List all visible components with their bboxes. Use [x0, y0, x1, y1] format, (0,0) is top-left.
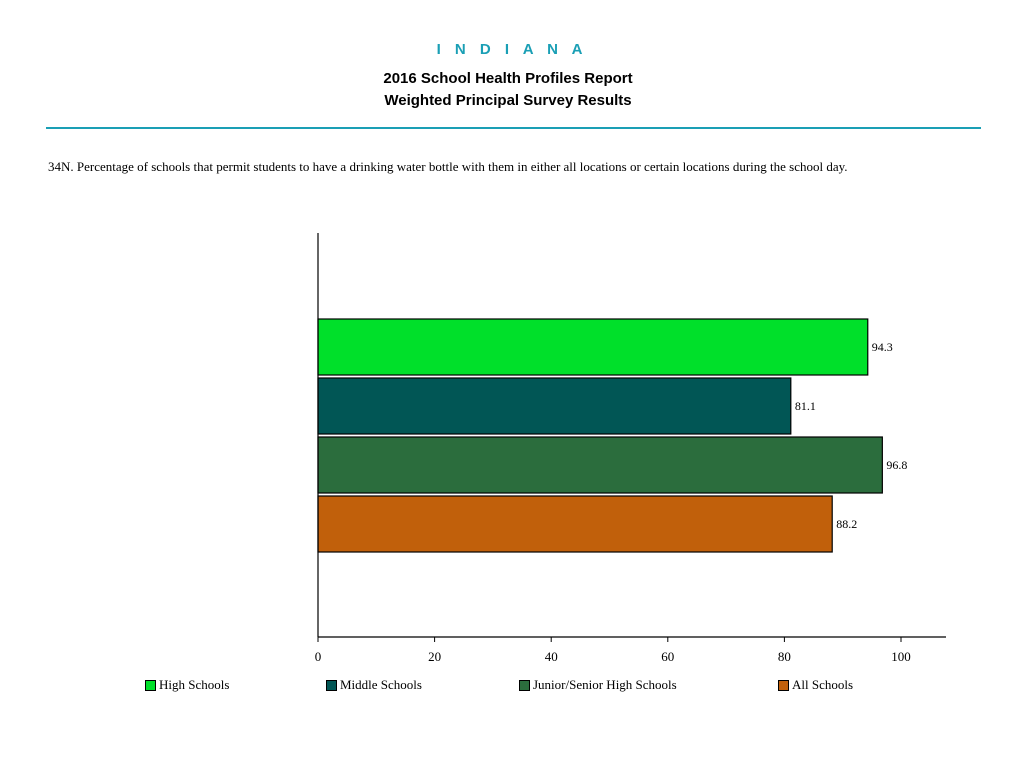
state-name: I N D I A N A — [436, 41, 588, 58]
legend-swatch-1 — [326, 679, 337, 691]
data-label-3: 88.2 — [836, 517, 857, 531]
data-label-1: 81.1 — [795, 399, 816, 413]
x-tick-label-3: 60 — [661, 649, 674, 664]
legend-item-3: All Schools — [778, 677, 853, 693]
x-tick-label-1: 20 — [428, 649, 441, 664]
legend-label-0: High Schools — [159, 677, 230, 692]
legend-swatch-2 — [519, 679, 530, 691]
legend-item-0: High Schools — [145, 677, 229, 693]
axes-group: 0 20 40 60 80 100 — [315, 233, 946, 664]
x-tick-label-5: 100 — [891, 649, 911, 664]
legend-swatch-0 — [145, 679, 156, 691]
bar-0 — [317, 318, 869, 376]
bar-2 — [317, 436, 883, 494]
legend-swatch-3 — [778, 679, 789, 691]
x-tick-label-4: 80 — [778, 649, 791, 664]
header-divider — [46, 127, 981, 129]
report-subtitle: Weighted Principal Survey Results — [384, 92, 632, 109]
report-title: 2016 School Health Profiles Report — [383, 70, 633, 87]
question-text: 34N. Percentage of schools that permit s… — [48, 159, 848, 174]
bar-3 — [317, 495, 833, 553]
legend-label-1: Middle Schools — [340, 677, 422, 692]
legend-item-2: Junior/Senior High Schools — [519, 677, 677, 693]
legend-label-2: Junior/Senior High Schools — [533, 677, 677, 692]
x-tick-label-0: 0 — [315, 649, 322, 664]
x-tick-label-2: 40 — [545, 649, 558, 664]
data-label-2: 96.8 — [886, 458, 907, 472]
legend-item-1: Middle Schools — [326, 677, 422, 693]
data-label-0: 94.3 — [872, 340, 893, 354]
bars-group: 94.3 81.1 96.8 88.2 — [317, 318, 907, 553]
legend-label-3: All Schools — [792, 677, 854, 692]
bar-1 — [317, 377, 792, 435]
